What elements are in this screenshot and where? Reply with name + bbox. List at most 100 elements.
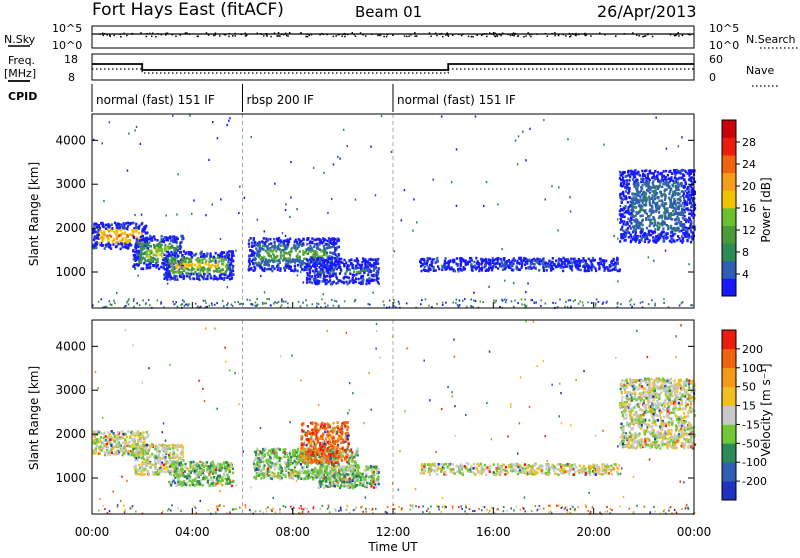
- range-gate-cell: [582, 257, 584, 260]
- near-range-cell: [177, 306, 179, 308]
- near-range-cell: [494, 302, 496, 304]
- range-gate-cell: [682, 227, 684, 230]
- range-gate-cell: [672, 180, 674, 183]
- range-gate-cell: [632, 203, 634, 206]
- near-range-cell: [257, 304, 259, 306]
- noise-sample: [590, 35, 592, 37]
- range-gate-cell: [367, 274, 369, 277]
- range-gate-cell: [619, 221, 621, 224]
- range-gate-cell: [249, 263, 251, 266]
- noise-sample: [468, 36, 470, 38]
- range-gate-cell: [108, 224, 110, 227]
- scatter-cell: [103, 200, 105, 202]
- near-range-cell: [648, 303, 650, 305]
- range-gate-cell: [127, 225, 129, 228]
- near-range-cell: [268, 298, 270, 300]
- range-gate-cell: [265, 250, 267, 253]
- near-range-cell: [456, 299, 458, 301]
- range-gate-cell: [676, 205, 678, 208]
- range-gate-cell: [534, 263, 536, 266]
- range-gate-cell: [302, 242, 304, 245]
- range-gate-cell: [623, 220, 625, 223]
- range-gate-cell: [623, 180, 625, 183]
- range-gate-cell: [354, 259, 356, 262]
- range-gate-cell: [662, 222, 664, 225]
- scatter-cell: [617, 238, 619, 240]
- range-gate-cell: [174, 262, 176, 265]
- range-gate-cell: [230, 274, 232, 277]
- range-gate-cell: [435, 269, 437, 272]
- near-range-cell: [568, 299, 570, 301]
- range-gate-cell: [248, 258, 250, 261]
- range-gate-cell: [156, 253, 158, 256]
- range-gate-cell: [621, 172, 623, 175]
- range-gate-cell: [690, 186, 692, 189]
- range-gate-cell: [140, 236, 142, 239]
- range-gate-cell: [96, 430, 98, 433]
- range-gate-cell: [113, 238, 115, 241]
- range-gate-cell: [634, 193, 636, 196]
- range-gate-cell: [302, 250, 304, 253]
- range-gate-cell: [370, 270, 372, 273]
- range-gate-cell: [228, 267, 230, 270]
- range-gate-cell: [150, 256, 152, 259]
- range-gate-cell: [330, 283, 332, 286]
- range-gate-cell: [690, 172, 692, 175]
- range-gate-cell: [119, 240, 121, 243]
- near-range-cell: [555, 302, 557, 304]
- range-gate-cell: [336, 246, 338, 249]
- range-gate-cell: [100, 222, 102, 225]
- range-gate-cell: [163, 464, 165, 467]
- range-gate-cell: [127, 222, 129, 225]
- range-gate-cell: [638, 204, 640, 207]
- range-gate-cell: [193, 268, 195, 271]
- near-range-cell: [398, 301, 400, 303]
- scatter-cell: [558, 186, 560, 188]
- range-gate-cell: [530, 267, 532, 270]
- noise-sample: [430, 36, 432, 38]
- range-gate-cell: [107, 436, 109, 439]
- range-gate-cell: [170, 251, 172, 254]
- range-gate-cell: [226, 474, 228, 477]
- range-gate-cell: [421, 264, 423, 267]
- range-gate-cell: [677, 202, 679, 205]
- near-range-cell: [249, 299, 251, 301]
- noise-sky-label: N.Sky: [4, 33, 36, 46]
- noise-sample: [565, 35, 567, 37]
- range-gate-cell: [349, 272, 351, 275]
- range-gate-cell: [612, 259, 614, 262]
- near-range-cell: [480, 301, 482, 303]
- noise-sample: [279, 35, 281, 37]
- range-gate-cell: [613, 263, 615, 266]
- range-gate-cell: [356, 259, 358, 262]
- range-gate-cell: [296, 255, 298, 258]
- near-range-cell: [231, 304, 233, 306]
- range-gate-cell: [652, 199, 654, 202]
- range-gate-cell: [148, 472, 150, 475]
- range-gate-cell: [654, 228, 656, 231]
- range-gate-cell: [108, 242, 110, 245]
- range-gate-cell: [156, 239, 158, 242]
- range-gate-cell: [135, 432, 137, 435]
- range-gate-cell: [158, 268, 160, 271]
- range-gate-cell: [171, 237, 173, 240]
- range-gate-cell: [147, 464, 149, 467]
- scatter-cell: [235, 250, 237, 252]
- range-gate-cell: [672, 233, 674, 236]
- range-gate-cell: [114, 438, 116, 441]
- near-range-cell: [630, 304, 632, 306]
- range-gate-cell: [153, 265, 155, 268]
- y-tick-label: 3000: [55, 177, 86, 191]
- range-gate-cell: [518, 257, 520, 260]
- range-gate-cell: [269, 250, 271, 253]
- range-gate-cell: [320, 273, 322, 276]
- near-range-cell: [172, 301, 174, 303]
- range-gate-cell: [210, 252, 212, 255]
- range-gate-cell: [143, 228, 145, 231]
- range-gate-cell: [255, 262, 257, 265]
- scatter-cell: [515, 140, 517, 142]
- range-gate-cell: [363, 272, 365, 275]
- range-gate-cell: [486, 268, 488, 271]
- range-gate-cell: [368, 277, 370, 280]
- near-range-cell: [663, 298, 665, 300]
